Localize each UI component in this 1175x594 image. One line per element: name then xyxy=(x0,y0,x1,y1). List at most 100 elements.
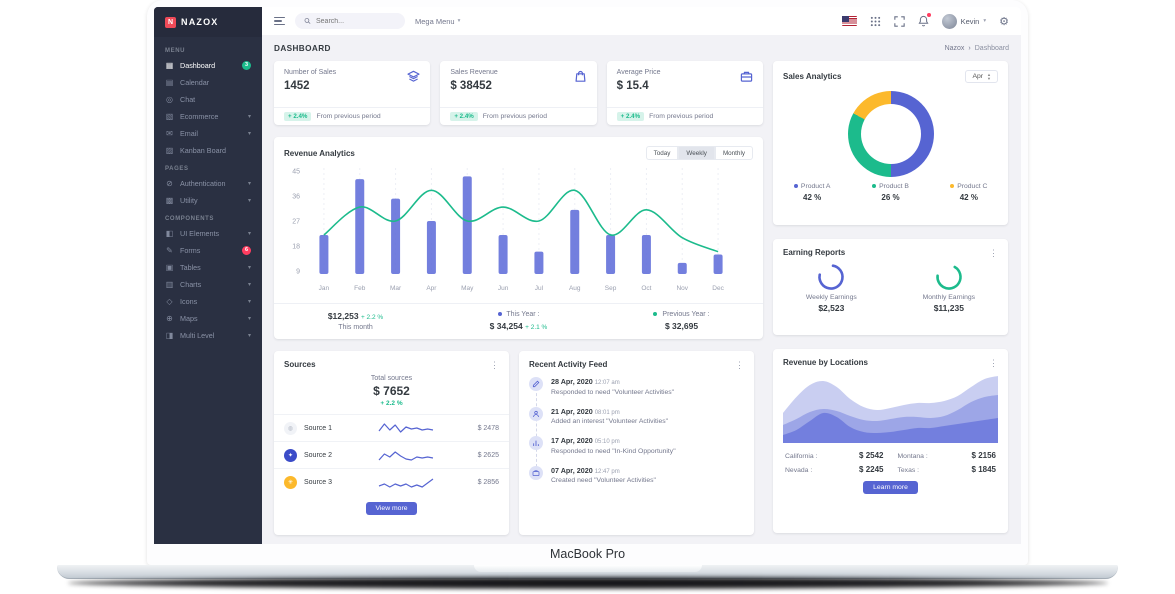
activity-item: 28 Apr, 2020 12:07 am Responded to need … xyxy=(529,377,744,396)
legend-dot xyxy=(872,184,877,189)
sidebar-item-kanban-board[interactable]: ▨ Kanban Board xyxy=(165,146,226,155)
total-sources-value: $ 7652 xyxy=(373,384,410,398)
svg-text:36: 36 xyxy=(292,193,300,200)
dashboard-icon: ▦ xyxy=(165,61,174,70)
sidebar-item-icons[interactable]: ◇ Icons ▾ xyxy=(166,297,251,306)
brand-name: NAZOX xyxy=(181,17,219,27)
sidebar-item-calendar[interactable]: ▤ Calendar xyxy=(165,78,210,87)
revenue-analytics-chart: 9 18 27 36 45 Jan Feb Mar Apr May Jun Jul Aug Sep Oct N… xyxy=(274,160,763,296)
prev-year-dot xyxy=(653,312,658,317)
mega-menu-button[interactable]: Mega Menu ▾ xyxy=(415,16,461,26)
chevron-down-icon: ▾ xyxy=(247,333,251,339)
breadcrumb-root[interactable]: Nazox xyxy=(944,45,965,52)
this-year-delta: + 2.1 % xyxy=(525,324,548,331)
page-title: DASHBOARD xyxy=(274,44,331,53)
revenue-analytics-card: Revenue Analytics Today Weekly Monthly 9… xyxy=(274,137,763,339)
ui-elements-icon: ◧ xyxy=(165,229,174,238)
tables-icon: ▣ xyxy=(165,263,174,272)
fullscreen-icon[interactable] xyxy=(893,15,905,27)
search-box[interactable] xyxy=(295,13,405,29)
maps-icon: ⊕ xyxy=(166,314,173,323)
activity-item: 21 Apr, 2020 08:01 pm Added an interest … xyxy=(529,406,744,425)
shopping-bag-icon xyxy=(574,70,587,83)
macbook-mockup: N NAZOX MENU ▦ Dashboard 3 ▤ Calendar ◎ … xyxy=(147,0,1028,565)
email-icon: ✉ xyxy=(166,129,173,138)
delta-badge: + 2.4% xyxy=(284,112,312,121)
period-select[interactable]: Apr ▲ ▼ xyxy=(965,70,998,83)
sidebar-item-tables[interactable]: ▣ Tables ▾ xyxy=(165,263,251,272)
kebab-menu-icon[interactable]: ⋮ xyxy=(989,357,998,368)
source-row[interactable]: ✳ Source 3 $ 2856 xyxy=(274,468,509,495)
multi-level-icon: ◨ xyxy=(165,331,174,340)
avatar xyxy=(941,13,957,29)
sidebar-item-ui-elements[interactable]: ◧ UI Elements ▾ xyxy=(165,229,251,238)
kebab-menu-icon[interactable]: ⋮ xyxy=(989,247,998,258)
kebab-menu-icon[interactable]: ⋮ xyxy=(735,359,744,370)
stat-value: $ 15.4 xyxy=(616,80,649,92)
tab-today[interactable]: Today xyxy=(645,146,679,160)
chevron-down-icon: ▾ xyxy=(247,265,251,271)
briefcase-icon xyxy=(740,70,753,83)
source-sparkline xyxy=(353,446,458,464)
view-more-button[interactable]: View more xyxy=(365,502,418,515)
sidebar-item-charts[interactable]: ▥ Charts ▾ xyxy=(165,280,251,289)
range-button-group: Today Weekly Monthly xyxy=(645,146,753,160)
card-title: Sources xyxy=(284,360,316,369)
svg-text:Sep: Sep xyxy=(605,285,617,292)
chevron-down-icon: ▾ xyxy=(247,198,251,204)
language-flag-icon[interactable] xyxy=(841,16,857,26)
user-icon xyxy=(529,406,543,421)
revenue-by-locations-card: Revenue by Locations ⋮ California : $ 254… xyxy=(773,349,1008,533)
learn-more-button[interactable]: Learn more xyxy=(863,481,918,494)
breadcrumb: Nazox › Dashboard xyxy=(945,45,1009,52)
sidebar-item-email[interactable]: ✉ Email ▾ xyxy=(166,129,251,138)
user-menu[interactable]: Kevin ▾ xyxy=(941,13,986,29)
sidebar-item-authentication[interactable]: ⊘ Authentication ▾ xyxy=(166,179,251,188)
activity-item: 17 Apr, 2020 05:10 pm Responded to need … xyxy=(529,436,744,455)
apps-grid-icon[interactable] xyxy=(870,16,881,27)
tab-monthly[interactable]: Monthly xyxy=(714,146,753,160)
stat-value: 1452 xyxy=(284,80,310,92)
utility-icon: ▩ xyxy=(165,196,174,205)
total-sources-label: Total sources xyxy=(370,375,413,382)
activity-feed-card: Recent Activity Feed ⋮ xyxy=(519,351,754,535)
card-title: Sales Analytics xyxy=(783,72,842,81)
source-avatar: ◍ xyxy=(284,421,297,435)
svg-text:Feb: Feb xyxy=(354,285,366,292)
chat-icon: ◎ xyxy=(166,95,173,104)
forms-badge: 6 xyxy=(242,246,251,255)
layers-icon xyxy=(407,70,420,83)
icons-icon: ◇ xyxy=(166,297,173,306)
bar-chart-icon xyxy=(529,436,543,450)
sidebar-item-dashboard[interactable]: ▦ Dashboard 3 xyxy=(154,57,262,74)
card-title: Earning Reports xyxy=(783,248,846,257)
legend-dot xyxy=(793,184,798,189)
tab-weekly[interactable]: Weekly xyxy=(678,146,715,160)
source-avatar: ✳ xyxy=(284,475,297,489)
stat-card-number-of-sales: Number of Sales 1452 + 2.4% From previ xyxy=(274,61,431,125)
sidebar-item-ecommerce[interactable]: ▧ Ecommerce ▾ xyxy=(165,112,251,121)
nav-section-pages: PAGES xyxy=(165,166,189,172)
stat-cards-row: Number of Sales 1452 + 2.4% From previ xyxy=(274,61,763,125)
briefcase-icon xyxy=(529,465,543,480)
charts-icon: ▥ xyxy=(165,280,174,289)
brand-logo-icon: N xyxy=(165,16,176,28)
sidebar-item-multi-level[interactable]: ◨ Multi Level ▾ xyxy=(165,331,251,340)
sidebar-item-maps[interactable]: ⊕ Maps ▾ xyxy=(166,314,251,323)
topbar: Mega Menu ▾ xyxy=(262,7,1021,35)
menu-toggle-icon[interactable] xyxy=(274,16,285,26)
brand[interactable]: N NAZOX xyxy=(154,7,262,37)
macbook-notch xyxy=(473,565,702,572)
sidebar-item-utility[interactable]: ▩ Utility ▾ xyxy=(165,196,251,205)
edit-icon xyxy=(529,377,543,391)
notifications-bell-icon[interactable] xyxy=(918,13,931,27)
kebab-menu-icon[interactable]: ⋮ xyxy=(490,359,499,370)
search-input[interactable] xyxy=(316,17,396,25)
settings-gear-icon[interactable]: ⚙ xyxy=(999,15,1009,28)
sidebar-item-forms[interactable]: ✎ Forms 6 xyxy=(154,242,262,259)
svg-text:27: 27 xyxy=(292,219,300,226)
source-row[interactable]: ✦ Source 2 $ 2625 xyxy=(274,441,509,468)
source-row[interactable]: ◍ Source 1 $ 2478 xyxy=(274,414,509,441)
sidebar-item-chat[interactable]: ◎ Chat xyxy=(166,95,196,104)
card-title: Revenue Analytics xyxy=(284,148,355,158)
